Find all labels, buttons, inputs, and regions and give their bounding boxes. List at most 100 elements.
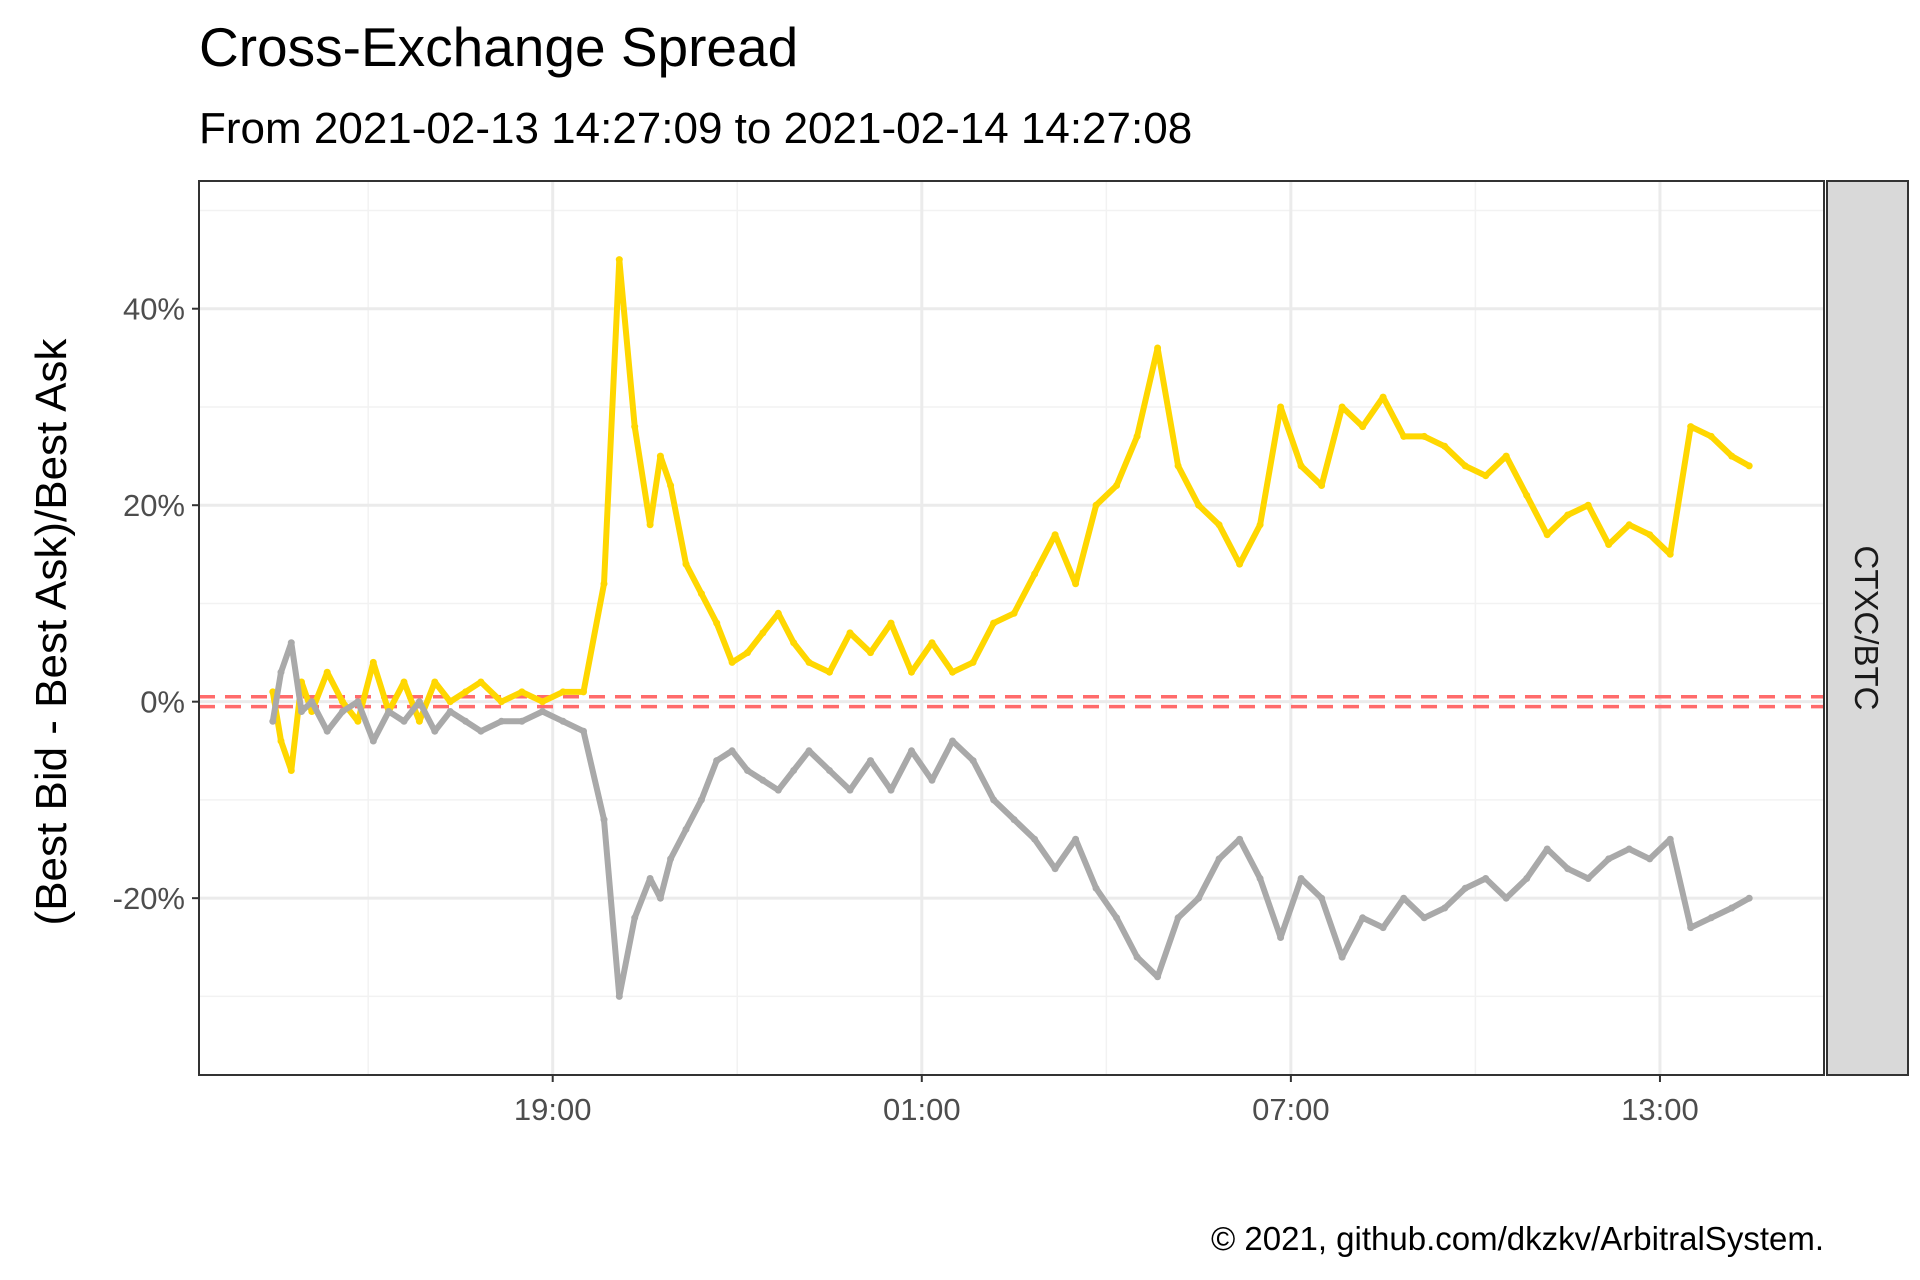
data-point	[1236, 835, 1244, 843]
data-point	[497, 698, 505, 706]
data-point	[539, 708, 546, 715]
data-point	[728, 658, 736, 666]
data-point	[805, 658, 813, 666]
data-point	[1277, 403, 1285, 411]
data-point	[656, 452, 664, 460]
data-point	[354, 717, 362, 725]
data-point	[1461, 884, 1469, 892]
data-point	[518, 688, 526, 696]
data-point	[287, 639, 295, 647]
data-point	[1154, 344, 1162, 352]
data-point	[323, 668, 331, 676]
data-point	[385, 708, 393, 715]
data-point	[559, 688, 567, 696]
data-point	[887, 786, 895, 794]
data-point	[1584, 875, 1592, 882]
data-point	[1728, 904, 1736, 912]
data-point	[1461, 462, 1469, 470]
x-tick-label: 19:00	[514, 1092, 592, 1127]
data-point	[867, 757, 874, 765]
data-point	[308, 698, 316, 706]
data-point	[1687, 423, 1695, 431]
data-point	[646, 875, 654, 882]
data-point	[446, 708, 454, 715]
chart-title: Cross-Exchange Spread	[199, 16, 798, 78]
data-point	[1297, 875, 1305, 882]
data-point	[339, 708, 346, 715]
data-point	[1707, 914, 1715, 922]
data-point	[1745, 462, 1753, 470]
data-point	[846, 786, 854, 794]
data-point	[774, 609, 782, 617]
data-point	[867, 649, 874, 657]
data-point	[462, 688, 470, 696]
data-point	[1666, 550, 1674, 558]
data-point	[1195, 894, 1203, 902]
y-tick-label: -20%	[113, 881, 185, 916]
data-point	[269, 717, 277, 725]
data-point	[949, 668, 956, 676]
data-point	[1745, 894, 1753, 902]
data-point	[1174, 914, 1182, 922]
data-point	[949, 737, 956, 745]
data-point	[1543, 845, 1551, 853]
data-point	[682, 825, 690, 833]
data-point	[790, 767, 798, 774]
grid-lines	[199, 181, 1824, 1075]
data-point	[790, 639, 798, 647]
data-point	[559, 717, 567, 725]
data-point	[1133, 432, 1141, 440]
plot-panel	[199, 181, 1824, 1075]
data-point	[1195, 501, 1203, 509]
data-point	[580, 727, 587, 735]
y-axis-label: (Best Bid - Best Ask)/Best Ask	[27, 338, 76, 926]
data-point	[1605, 541, 1613, 548]
data-point	[298, 708, 305, 715]
data-point	[1625, 845, 1633, 853]
data-point	[1154, 973, 1162, 981]
data-point	[477, 727, 485, 735]
data-point	[759, 629, 767, 637]
data-point	[1543, 531, 1551, 539]
data-point	[1113, 482, 1121, 489]
data-point	[1441, 904, 1449, 912]
data-point	[697, 796, 705, 804]
data-point	[1502, 452, 1510, 460]
data-point	[908, 747, 915, 755]
data-point	[1605, 855, 1613, 863]
data-point	[1584, 501, 1592, 509]
data-point	[1318, 894, 1326, 902]
data-point	[1482, 875, 1490, 882]
data-point	[1666, 835, 1674, 843]
data-point	[728, 747, 736, 755]
x-tick-label: 01:00	[883, 1092, 961, 1127]
data-point	[600, 580, 608, 588]
data-point	[415, 717, 423, 725]
data-point	[1297, 462, 1305, 470]
data-point	[1523, 491, 1531, 499]
data-point	[1031, 835, 1039, 843]
data-point	[713, 619, 721, 627]
data-point	[928, 639, 936, 647]
y-tick-label: 0%	[140, 685, 185, 720]
data-point	[774, 786, 782, 794]
data-point	[1215, 521, 1223, 529]
data-point	[1482, 472, 1490, 480]
data-point	[518, 717, 526, 725]
chart-subtitle: From 2021-02-13 14:27:09 to 2021-02-14 1…	[199, 104, 1192, 153]
data-point	[1031, 570, 1039, 578]
data-point	[1113, 914, 1121, 922]
x-tick-label: 13:00	[1621, 1092, 1699, 1127]
data-point	[1072, 835, 1080, 843]
data-point	[1564, 511, 1572, 519]
data-point	[369, 658, 377, 666]
data-point	[631, 914, 639, 922]
data-point	[1277, 934, 1285, 941]
data-point	[1010, 816, 1018, 824]
data-point	[713, 757, 721, 765]
data-point	[908, 668, 915, 676]
data-point	[415, 698, 423, 706]
data-point	[646, 521, 654, 529]
data-point	[600, 816, 608, 824]
